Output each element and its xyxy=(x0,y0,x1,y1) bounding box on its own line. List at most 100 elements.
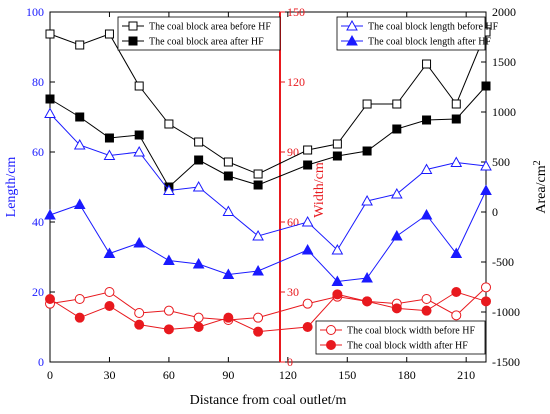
data-point xyxy=(451,99,461,109)
series-4 xyxy=(44,184,492,286)
data-point xyxy=(421,305,432,316)
legend-box xyxy=(336,16,486,51)
legend-bottom-right: The coal block width before HF The coal b… xyxy=(315,320,486,355)
length-tick-label: 20 xyxy=(32,285,44,299)
area-tick-label: -1000 xyxy=(492,305,520,319)
data-point xyxy=(163,305,174,316)
legend-box xyxy=(315,320,486,355)
data-point xyxy=(480,184,492,195)
data-point xyxy=(481,81,491,91)
legend-box xyxy=(117,16,281,51)
data-point xyxy=(75,40,85,50)
series-1 xyxy=(45,27,491,179)
width-tick-label: 30 xyxy=(287,285,299,299)
data-point xyxy=(73,198,86,209)
length-tick-label: 0 xyxy=(38,355,44,369)
data-point xyxy=(451,310,462,321)
data-point xyxy=(45,294,55,304)
data-point xyxy=(163,254,175,265)
data-point xyxy=(420,208,433,220)
legend-swatch-marker xyxy=(128,36,138,46)
legend-label: The coal block length after HF xyxy=(368,37,491,48)
area-tick-label: -500 xyxy=(492,255,514,269)
area-axis-title-sup: 2 xyxy=(532,160,543,165)
legend-label: The coal block length before HF xyxy=(368,22,499,33)
x-axis: 0 30 60 90 120 150 180 210 xyxy=(47,12,475,382)
data-point xyxy=(134,130,144,140)
series-line xyxy=(49,286,487,321)
data-point xyxy=(392,99,402,109)
data-point xyxy=(45,29,55,39)
data-point xyxy=(301,215,314,227)
data-point xyxy=(450,247,463,258)
data-point xyxy=(193,322,204,332)
series-group xyxy=(44,27,492,337)
x-tick-label: 210 xyxy=(457,368,475,382)
data-point xyxy=(420,163,433,174)
data-point xyxy=(480,159,492,171)
legend-label: The coal block area after HF xyxy=(149,37,264,48)
data-point xyxy=(252,264,264,276)
length-tick-label: 100 xyxy=(26,5,44,19)
data-point xyxy=(194,137,204,147)
area-axis: -1500 -1000 -500 0 500 1000 1500 2000 xyxy=(481,5,520,369)
legend-label: The coal block width after HF xyxy=(347,341,468,352)
data-point xyxy=(192,180,205,192)
length-axis-title: Length/cm xyxy=(4,157,19,218)
data-point xyxy=(302,322,313,332)
x-tick-label: 30 xyxy=(103,368,115,382)
data-point xyxy=(223,171,233,181)
data-point xyxy=(361,271,373,283)
data-point xyxy=(451,287,462,297)
data-point xyxy=(451,114,461,124)
legend-swatch-marker xyxy=(346,34,358,46)
x-tick-label: 150 xyxy=(338,368,356,382)
series-line xyxy=(49,113,487,251)
area-tick-label: 1500 xyxy=(492,55,516,69)
data-point xyxy=(391,303,402,314)
data-point xyxy=(134,308,145,318)
data-point xyxy=(332,151,342,161)
data-point xyxy=(302,298,313,309)
legend-top-left: The coal block area before HF The coal bl… xyxy=(117,16,281,51)
data-point xyxy=(74,294,85,304)
data-point xyxy=(390,187,403,199)
data-point xyxy=(331,275,344,286)
length-tick-label: 60 xyxy=(32,145,44,159)
data-point xyxy=(390,229,403,241)
data-point xyxy=(134,319,145,330)
data-point xyxy=(74,312,85,323)
width-tick-label: 120 xyxy=(287,75,305,89)
data-point xyxy=(133,145,146,157)
series-2 xyxy=(45,81,491,192)
length-tick-label: 40 xyxy=(32,215,44,229)
data-point xyxy=(422,59,432,69)
x-tick-label: 0 xyxy=(47,368,53,382)
series-line xyxy=(49,190,487,283)
data-point xyxy=(222,205,235,216)
series-6 xyxy=(45,287,491,337)
data-point xyxy=(301,243,314,255)
data-point xyxy=(164,119,174,129)
legend-swatch-marker xyxy=(346,19,358,31)
data-point xyxy=(163,184,175,195)
data-point xyxy=(481,282,491,293)
data-point xyxy=(392,124,402,134)
data-point xyxy=(253,169,263,179)
series-line xyxy=(49,85,487,188)
data-point xyxy=(303,145,313,155)
data-point xyxy=(44,107,56,118)
data-point xyxy=(75,112,85,122)
data-point xyxy=(252,229,264,241)
x-tick-label: 60 xyxy=(163,368,175,382)
data-point xyxy=(104,133,114,143)
series-3 xyxy=(44,107,492,255)
data-point xyxy=(332,139,342,149)
data-point xyxy=(421,294,432,304)
data-point xyxy=(222,268,235,279)
width-tick-label: 0 xyxy=(287,355,293,369)
area-tick-label: 1000 xyxy=(492,105,516,119)
data-point xyxy=(163,324,174,335)
data-point xyxy=(481,296,491,307)
data-point xyxy=(332,289,343,300)
